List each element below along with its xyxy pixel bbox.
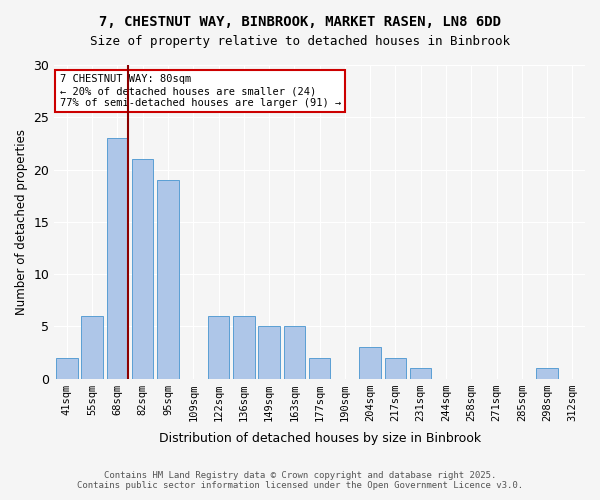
Bar	[410, 368, 431, 378]
Bar	[208, 316, 229, 378]
Bar	[233, 316, 254, 378]
Text: 7, CHESTNUT WAY, BINBROOK, MARKET RASEN, LN8 6DD: 7, CHESTNUT WAY, BINBROOK, MARKET RASEN,…	[99, 15, 501, 29]
Text: Contains HM Land Registry data © Crown copyright and database right 2025.
Contai: Contains HM Land Registry data © Crown c…	[77, 470, 523, 490]
Text: 7 CHESTNUT WAY: 80sqm
← 20% of detached houses are smaller (24)
77% of semi-deta: 7 CHESTNUT WAY: 80sqm ← 20% of detached …	[59, 74, 341, 108]
Bar	[359, 347, 381, 378]
Bar	[132, 159, 154, 378]
Bar	[309, 358, 331, 378]
Bar	[107, 138, 128, 378]
Bar	[536, 368, 558, 378]
Bar	[56, 358, 77, 378]
Bar	[284, 326, 305, 378]
Bar	[385, 358, 406, 378]
Y-axis label: Number of detached properties: Number of detached properties	[15, 129, 28, 315]
X-axis label: Distribution of detached houses by size in Binbrook: Distribution of detached houses by size …	[158, 432, 481, 445]
Bar	[157, 180, 179, 378]
Bar	[82, 316, 103, 378]
Bar	[259, 326, 280, 378]
Text: Size of property relative to detached houses in Binbrook: Size of property relative to detached ho…	[90, 35, 510, 48]
